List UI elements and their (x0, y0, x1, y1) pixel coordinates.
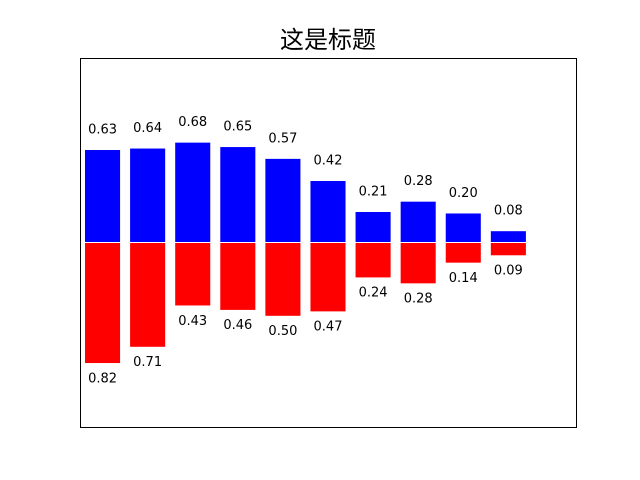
data-label-positive-4: 0.57 (268, 131, 297, 146)
bar-group (84, 141, 527, 365)
bar-negative-5 (309, 242, 347, 313)
data-label-positive-0: 0.63 (88, 123, 117, 138)
data-label-positive-3: 0.65 (223, 120, 252, 135)
bar-negative-1 (129, 242, 167, 348)
data-label-positive-5: 0.42 (314, 154, 343, 169)
chart-title: 这是标题 (280, 26, 376, 54)
bar-positive-1 (129, 147, 167, 243)
data-label-negative-5: 0.47 (314, 320, 343, 335)
data-label-positive-9: 0.08 (494, 204, 523, 219)
plot-frame (80, 58, 577, 428)
bar-negative-9 (489, 242, 527, 257)
bar-negative-0 (84, 242, 122, 365)
bar-positive-7 (399, 200, 437, 243)
bar-positive-0 (84, 149, 122, 243)
data-label-positive-8: 0.20 (449, 186, 478, 201)
data-label-negative-2: 0.43 (178, 314, 207, 329)
data-label-positive-2: 0.68 (178, 115, 207, 130)
data-label-negative-4: 0.50 (268, 324, 297, 339)
bar-positive-4 (264, 157, 302, 243)
data-label-negative-7: 0.28 (404, 292, 433, 307)
bar-negative-7 (399, 242, 437, 285)
bar-negative-8 (444, 242, 482, 264)
data-label-positive-7: 0.28 (404, 174, 433, 189)
label-group: 0.63 0.64 0.68 0.65 0.57 0.42 0.21 0.28 0.20 0.08… (88, 115, 523, 386)
data-label-negative-8: 0.14 (449, 271, 478, 286)
bar-positive-9 (489, 230, 527, 244)
data-label-positive-6: 0.21 (359, 185, 388, 200)
bar-positive-2 (174, 141, 212, 244)
bar-negative-6 (354, 242, 392, 279)
bar-positive-3 (219, 146, 257, 243)
bar-positive-6 (354, 211, 392, 243)
bar-negative-4 (264, 242, 302, 317)
data-label-positive-1: 0.64 (133, 121, 162, 136)
data-label-negative-0: 0.82 (88, 371, 117, 386)
data-label-negative-6: 0.24 (359, 286, 388, 301)
bar-negative-3 (219, 242, 257, 311)
data-label-negative-3: 0.46 (223, 318, 252, 333)
bar-negative-2 (174, 242, 212, 307)
bar-positive-5 (309, 180, 347, 243)
data-label-negative-1: 0.71 (133, 355, 162, 370)
data-label-negative-9: 0.09 (494, 264, 523, 279)
bar-positive-8 (444, 212, 482, 243)
